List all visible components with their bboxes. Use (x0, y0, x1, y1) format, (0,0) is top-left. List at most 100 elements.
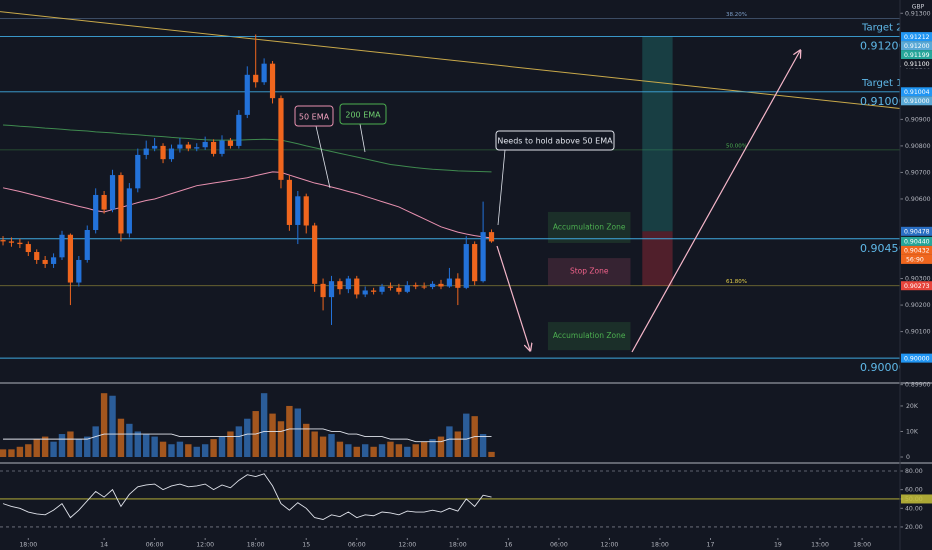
rsi-line (2, 473, 492, 520)
volume-bar (58, 434, 66, 457)
volume-bar (0, 449, 7, 457)
volume-bar (328, 434, 335, 457)
price-badge (901, 87, 932, 97)
candle-body (421, 286, 427, 288)
candle-body (135, 154, 141, 189)
candle-body (362, 290, 368, 295)
candle-body (295, 196, 301, 225)
price-badge (901, 32, 932, 42)
candle-body (286, 179, 292, 225)
volume-bar (159, 441, 167, 457)
volume-bar (117, 418, 125, 457)
candle-body (488, 232, 495, 242)
x-tick-label: 18:00 (651, 542, 669, 549)
zone (547, 322, 631, 351)
candle-body (84, 229, 90, 260)
y-tick-label: 0.91300 (905, 10, 931, 17)
candle-body (93, 194, 99, 230)
ema200-callout: 200 EMA (339, 103, 387, 153)
level-tag: Target 2 (861, 23, 902, 34)
candle-body (404, 285, 410, 292)
volume-bar (67, 431, 74, 457)
candle-body (152, 145, 158, 149)
volume-bar (126, 423, 133, 457)
candle-body (25, 244, 31, 253)
volume-bar (311, 431, 318, 457)
candle-body (328, 281, 335, 298)
price-badge (901, 236, 932, 246)
callout-text: 200 EMA (345, 111, 381, 120)
candle-body (261, 63, 267, 83)
candle-body (67, 234, 74, 283)
candle-body (396, 287, 402, 292)
candle-body (379, 286, 385, 292)
rsi-pane (0, 470, 900, 528)
ema-line (2, 124, 492, 173)
candle-body (429, 283, 436, 288)
candle-body (160, 145, 166, 160)
candle-body (17, 242, 23, 245)
volume-bar (361, 444, 369, 457)
y-tick-label: 0.90900 (905, 116, 931, 123)
volume-bar (479, 434, 487, 457)
x-tick-label: 18:00 (449, 542, 467, 549)
price-badge-label: 0.90273 (904, 283, 930, 290)
x-tick-label: 18:00 (853, 542, 871, 549)
volume-bar (41, 436, 49, 457)
axes: 0.91300 0.91100 0.90900 0.90800 0.90700 0.906… (19, 10, 932, 549)
countdown-badge (901, 254, 932, 264)
volume-bar (269, 413, 276, 457)
volume-bar (16, 446, 24, 457)
volume-bar (92, 426, 99, 457)
x-tick-label: 19 (774, 542, 782, 549)
volume-bar (446, 426, 453, 457)
volume-bar (193, 446, 200, 457)
volume-bar (227, 431, 234, 457)
volume-bar (412, 444, 419, 457)
price-badge-label: 0.90000 (904, 355, 930, 362)
price-badge-label: 0.91199 (904, 52, 930, 59)
candle-body (320, 283, 326, 298)
candle-body (472, 244, 478, 282)
volume-bar (168, 444, 175, 457)
price-badge (901, 59, 932, 69)
candle-body (59, 234, 65, 258)
candle-body (42, 259, 48, 264)
volume-bar (429, 439, 436, 457)
volume-ma (3, 428, 492, 443)
y-tick-label: 20.00 (905, 524, 923, 531)
level-label: 0.91000 (860, 95, 906, 108)
x-tick-label: 12:00 (196, 542, 214, 549)
volume-bar (109, 395, 116, 457)
x-tick-label: 13:00 (811, 542, 829, 549)
fib-label: 61.80% (726, 279, 747, 285)
y-tick-label: 60.00 (905, 487, 923, 494)
callout-box (339, 103, 387, 125)
y-tick-label: 0.90200 (905, 302, 931, 309)
volume-bar (420, 441, 428, 457)
callout-box (495, 130, 615, 151)
volume-bar (437, 436, 445, 457)
volume-bar (134, 431, 141, 457)
zone (547, 211, 631, 243)
currency: GBP (912, 4, 925, 11)
level-label: 0.90450 (860, 242, 906, 255)
y-tick-label: 80.00 (905, 468, 923, 475)
x-tick-label: 15 (302, 542, 310, 549)
ema50-callout: 50 EMA (294, 105, 334, 189)
position-loss (642, 231, 673, 286)
candle-body (278, 98, 284, 180)
candle-body (269, 63, 276, 99)
x-tick-label: 14 (100, 542, 108, 549)
candle-body (446, 278, 453, 287)
candle-body (109, 175, 116, 210)
zone-label: Accumulation Zone (553, 331, 626, 340)
callout-box (294, 105, 334, 127)
pointer (359, 123, 366, 153)
candle-body (210, 141, 217, 154)
y-tick-label: 0.90600 (905, 196, 931, 203)
level-label: 0.90000 (860, 361, 906, 374)
fib-label: 38.20% (726, 12, 747, 18)
